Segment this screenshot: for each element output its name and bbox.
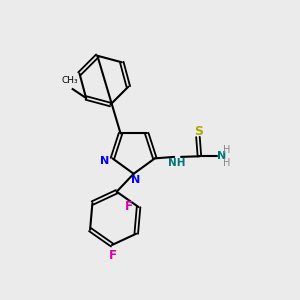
- Text: N: N: [130, 175, 140, 185]
- Text: F: F: [125, 200, 133, 213]
- Text: H: H: [224, 158, 231, 168]
- Text: H: H: [224, 145, 231, 155]
- Text: F: F: [109, 249, 117, 262]
- Text: S: S: [194, 124, 203, 137]
- Text: CH₃: CH₃: [61, 76, 78, 85]
- Text: N: N: [217, 151, 226, 161]
- Text: NH: NH: [168, 158, 186, 168]
- Text: N: N: [100, 156, 109, 166]
